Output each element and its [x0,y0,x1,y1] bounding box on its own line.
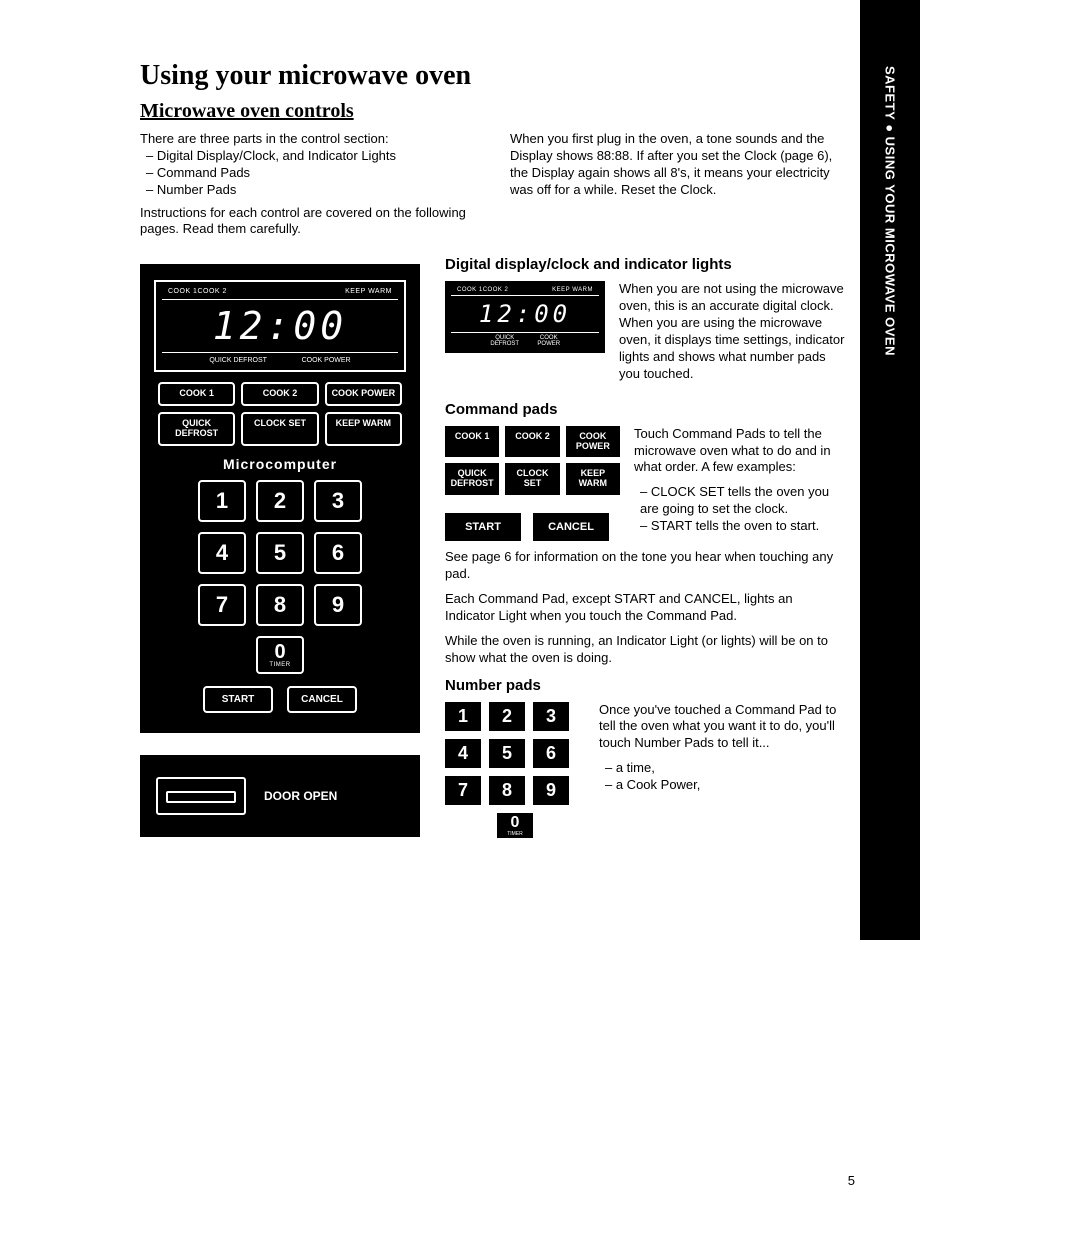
mini-command-pads: COOK 1 COOK 2 COOK POWER QUICK DEFROST C… [445,426,620,542]
display-body: When you are not using the microwave ove… [619,281,845,390]
side-tab-text: SAFETY●USING YOUR MICROWAVE OVEN [883,66,898,356]
mini-number-pads: 1 2 3 4 5 6 7 8 9 0 TIMER [445,702,585,838]
num-4-button[interactable]: 4 [198,532,246,574]
mini-cook-power: COOK POWER [566,426,620,458]
keep-warm-button[interactable]: KEEP WARM [325,412,402,446]
clock-set-button[interactable]: CLOCK SET [241,412,318,446]
cancel-button[interactable]: CANCEL [287,686,357,713]
page-title: Using your microwave oven [140,60,860,92]
mini-num-1: 1 [445,702,481,731]
mini-num-8: 8 [489,776,525,805]
mini-num-9: 9 [533,776,569,805]
mini-keep-warm: KEEP WARM [566,463,620,495]
num-6-button[interactable]: 6 [314,532,362,574]
number-body: Once you've touched a Command Pad to tel… [599,702,845,794]
cook-power-button[interactable]: COOK POWER [325,382,402,406]
num-9-button[interactable]: 9 [314,584,362,626]
mini-cook1: COOK 1 [445,426,499,458]
command-body: Touch Command Pads to tell the microwave… [634,426,845,535]
intro-left: There are three parts in the control sec… [140,131,480,238]
num-0-button[interactable]: 0 TIMER [256,636,304,674]
num-8-button[interactable]: 8 [256,584,304,626]
num-3-button[interactable]: 3 [314,480,362,522]
num-7-button[interactable]: 7 [198,584,246,626]
mini-display: COOK 1 COOK 2 KEEP WARM 12:00 QUICK DEFR… [445,281,605,353]
start-button[interactable]: START [203,686,273,713]
command-heading: Command pads [445,401,845,418]
mini-clock-set: CLOCK SET [505,463,559,495]
mini-num-2: 2 [489,702,525,731]
number-heading: Number pads [445,677,845,694]
mini-quick-defrost: QUICK DEFROST [445,463,499,495]
mini-cook2: COOK 2 [505,426,559,458]
mini-num-3: 3 [533,702,569,731]
cook1-button[interactable]: COOK 1 [158,382,235,406]
mini-num-7: 7 [445,776,481,805]
door-open-button[interactable] [156,777,246,815]
microcomputer-label: Microcomputer [154,456,406,472]
section-title: Microwave oven controls [140,100,860,123]
clock-readout: 12:00 [162,299,398,353]
digital-display: COOK 1 COOK 2 KEEP WARM 12:00 QUICK DEFR… [162,288,398,364]
mini-cancel: CANCEL [533,513,609,541]
command-under: See page 6 for information on the tone y… [445,549,845,666]
mini-num-0: 0 TIMER [497,813,533,838]
num-1-button[interactable]: 1 [198,480,246,522]
cook2-button[interactable]: COOK 2 [241,382,318,406]
quick-defrost-button[interactable]: QUICK DEFROST [158,412,235,446]
mini-num-4: 4 [445,739,481,768]
door-open-panel: DOOR OPEN [140,755,420,837]
num-2-button[interactable]: 2 [256,480,304,522]
display-heading: Digital display/clock and indicator ligh… [445,256,845,273]
page-number: 5 [848,1173,855,1188]
intro-right: When you first plug in the oven, a tone … [510,131,850,238]
control-panel: COOK 1 COOK 2 KEEP WARM 12:00 QUICK DEFR… [140,264,420,733]
door-open-label: DOOR OPEN [264,789,337,803]
mini-num-6: 6 [533,739,569,768]
num-5-button[interactable]: 5 [256,532,304,574]
mini-start: START [445,513,521,541]
mini-num-5: 5 [489,739,525,768]
side-tab: SAFETY●USING YOUR MICROWAVE OVEN [860,0,920,940]
